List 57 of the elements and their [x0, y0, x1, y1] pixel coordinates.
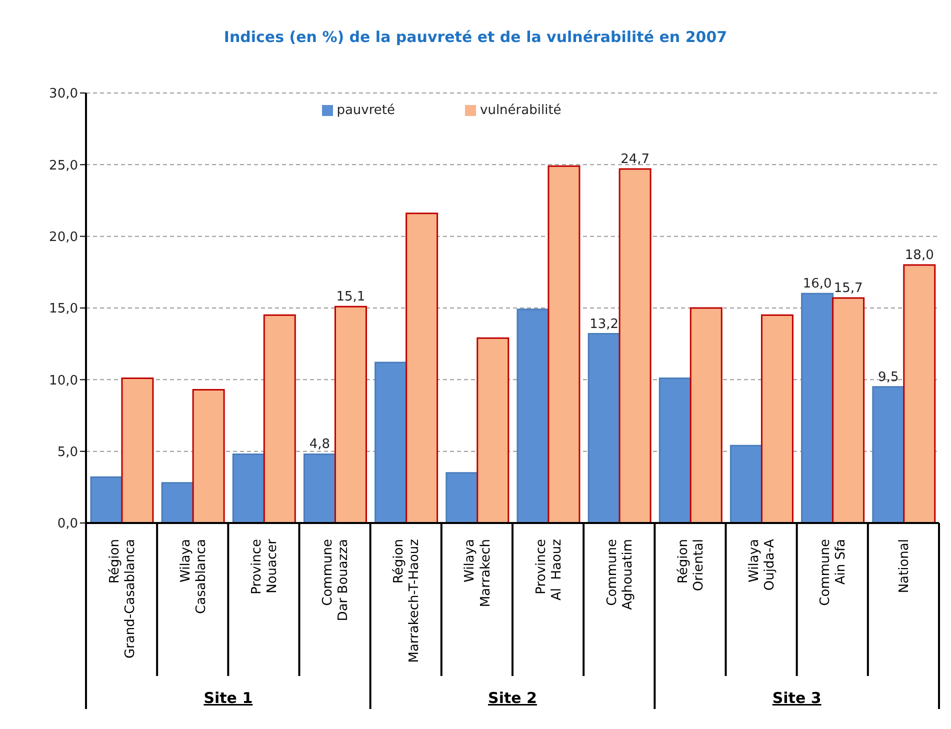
x-tick-label: Province Nouacer: [249, 538, 280, 594]
bar: [760, 314, 794, 523]
legend-label: pauvreté: [336, 103, 396, 118]
x-tick-label: Wilaya Casablanca: [178, 539, 209, 614]
bar: [658, 377, 692, 523]
x-tick-label: National: [897, 539, 912, 594]
bar: [192, 388, 225, 523]
data-label: 16,0: [802, 276, 832, 292]
bar: [872, 386, 905, 523]
x-tick-label: Commune Dar Bouazza: [320, 539, 352, 622]
bar: [476, 337, 510, 523]
data-label: 9,5: [878, 370, 899, 385]
data-label: 24,7: [620, 152, 650, 167]
data-label: 4,8: [309, 437, 330, 452]
x-tick-label: Wilaya Oujda-A: [747, 538, 778, 591]
data-label: 15,7: [834, 280, 863, 296]
chart-title: Indices (en %) de la pauvreté et de la vulnérabilité en 2007: [222, 28, 728, 46]
bar: [548, 165, 580, 523]
data-label: 13,2: [590, 316, 619, 332]
x-tick-label: Région Oriental: [676, 539, 707, 592]
x-tick-label: Commune Aghouatim: [604, 539, 636, 610]
bar: [832, 297, 865, 523]
bar: [161, 482, 194, 523]
bar: [730, 444, 762, 523]
bar: [334, 306, 367, 523]
x-tick-label: Wilaya Marrakech: [462, 539, 494, 608]
y-tick-label: 25,0: [49, 158, 78, 174]
bar: [303, 453, 336, 523]
y-tick-label: 10,0: [49, 373, 78, 388]
x-tick-label: Province Al Haouz: [534, 538, 564, 601]
bar: [516, 308, 550, 523]
data-label: 15,1: [336, 290, 366, 305]
text: Site 1: [204, 689, 253, 707]
x-tick-label: Région Grand-Casablanca: [107, 539, 138, 659]
bar: [374, 362, 408, 523]
y-tick-label: 5,0: [57, 444, 78, 460]
bar: [690, 307, 722, 523]
bar: [903, 264, 936, 523]
bar: [588, 333, 620, 523]
x-tick-label: Région Marrakech-T-Haouz: [392, 538, 422, 663]
legend-label: vulnérabilité: [480, 103, 562, 118]
y-tick-label: 0,0: [57, 516, 78, 532]
bar: [263, 314, 296, 523]
x-tick-label: Commune Ain Sfa: [818, 539, 849, 606]
text: Site 2: [488, 689, 537, 707]
bar: [121, 377, 154, 523]
data-label: 18,0: [904, 248, 934, 263]
bar: [90, 476, 123, 523]
bar: [232, 453, 265, 523]
y-tick-label: 30,0: [49, 86, 78, 102]
bar: [446, 472, 478, 523]
y-tick-label: 15,0: [49, 302, 78, 317]
bar: [801, 292, 834, 523]
bar: [618, 168, 652, 523]
bar: [406, 212, 438, 523]
y-tick-label: 20,0: [49, 230, 78, 245]
text: Site 3: [772, 689, 822, 707]
